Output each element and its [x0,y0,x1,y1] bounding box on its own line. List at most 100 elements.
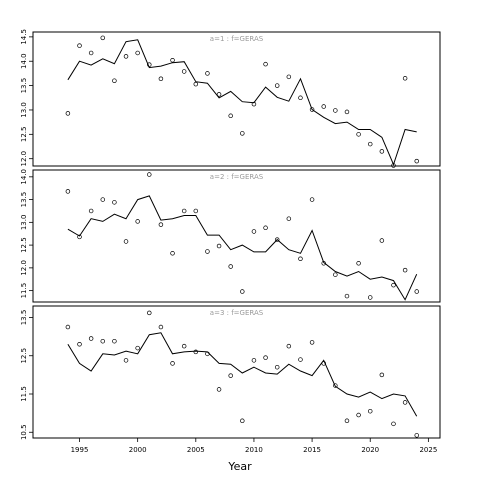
data-point [65,324,71,330]
data-point [112,200,117,205]
series-line [67,332,418,417]
data-point [147,310,152,316]
y-tick-label: 12.5 [20,127,28,143]
data-point [228,373,233,378]
data-point [77,234,82,240]
data-point [263,355,268,360]
data-point [402,76,408,81]
data-point [158,324,164,330]
data-point [274,364,280,370]
data-point [123,239,129,244]
data-point [333,383,338,388]
data-point [216,387,222,392]
data-point [298,357,303,362]
y-tick-label: 14.0 [20,169,28,185]
y-tick-label: 13.5 [20,310,28,326]
x-tick-label: 2020 [361,446,379,454]
data-point [309,107,315,112]
data-point [298,256,303,262]
x-tick-label: 1995 [71,446,89,454]
data-point [170,251,175,256]
data-point [356,261,361,266]
y-tick-label: 14.0 [20,53,28,69]
panel-label: a=3 : f=GERAS [210,309,264,317]
data-point [286,216,292,221]
data-point [158,76,164,82]
panel-label: a=2 : f=GERAS [210,173,264,181]
x-axis: 1995 2000 2005 2010 2015 2020 2025 [71,437,437,454]
data-point [100,338,106,344]
data-point [77,43,82,48]
data-point [181,343,187,349]
data-point [402,267,408,273]
data-point [344,293,350,299]
data-point [414,158,419,164]
data-point [216,92,222,97]
y-tick-label: 10.5 [20,424,28,440]
data-point [65,111,71,116]
panel-1: a=1 : f=GERAS 12.0 12.5 13.0 13.5 14.0 14.5 [20,29,441,168]
data-point [356,412,361,418]
panel-3: a=3 : f=GERAS 10.5 11.5 12.5 13.5 [20,305,441,440]
data-point [205,249,210,254]
data-point [367,408,373,414]
data-point [309,340,315,345]
panel-2: a=2 : f=GERAS 11.5 12.0 12.5 13.0 13.5 14.0 [20,169,441,303]
data-point [321,261,326,266]
x-tick-label: 2015 [303,446,321,454]
data-point [379,372,385,378]
data-point [356,132,361,137]
x-tick-label: 2005 [187,446,205,454]
data-point [193,81,199,87]
panel-label: a=1 : f=GERAS [210,35,264,43]
data-point [263,225,268,231]
data-point [193,349,199,355]
data-point [205,351,210,357]
y-tick-label: 12.5 [20,237,28,253]
data-point [100,35,106,41]
data-point [88,208,94,214]
chart-panels: a=1 : f=GERAS 12.0 12.5 13.0 13.5 14.0 14.5 a=2… [20,29,441,440]
y-tick-label: 12.5 [20,348,28,364]
y-tick-label: 12.0 [20,260,28,276]
data-point [321,104,326,109]
data-point [228,264,233,269]
data-point [379,149,385,154]
data-point [112,78,117,83]
data-point [228,113,233,119]
x-tick-label: 2010 [245,446,263,454]
data-point [77,342,82,347]
panel-frame [32,169,441,303]
data-point [367,141,373,147]
data-point [193,208,199,214]
data-point [147,62,152,67]
data-point [88,50,94,56]
data-point [298,95,303,101]
data-point [333,108,338,113]
data-point [123,54,129,59]
data-point [391,421,396,427]
y-tick-label: 11.5 [20,283,28,299]
data-point [240,131,245,136]
series-line [67,39,417,166]
data-point [251,229,257,234]
x-axis-title: Year [227,460,252,473]
data-point [333,272,338,277]
data-point [344,109,350,115]
data-point [274,237,280,242]
data-point [379,238,385,243]
data-point [181,69,187,74]
data-point [391,163,396,168]
data-point [65,189,71,194]
data-point [240,418,245,424]
series-line [67,195,418,301]
data-point [321,361,326,366]
panel-frame [32,31,441,167]
y-tick-label: 12.0 [20,151,28,167]
y-tick-label: 13.5 [20,192,28,208]
x-tick-label: 2000 [129,446,147,454]
data-point [251,101,257,107]
data-point [414,433,419,438]
y-tick-label: 14.5 [20,29,28,45]
